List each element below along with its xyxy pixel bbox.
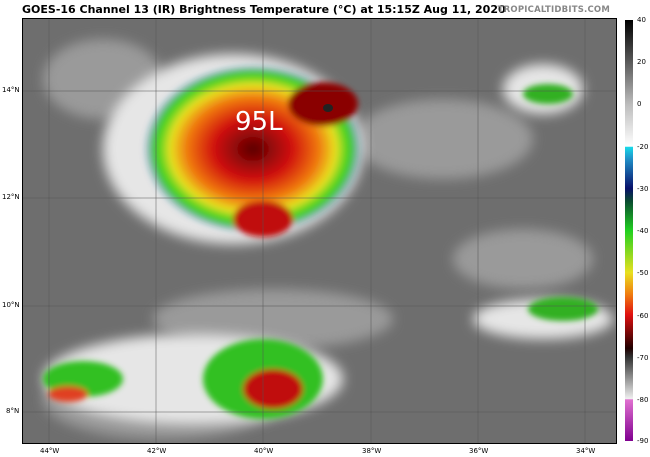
lon-label: 36°W: [469, 447, 489, 455]
storm-label: 95L: [235, 107, 283, 137]
lon-label: 34°W: [576, 447, 596, 455]
colorbar-tick: -70: [637, 354, 649, 362]
colorbar-tick: -20: [637, 143, 649, 151]
colorbar-tick: -60: [637, 312, 649, 320]
lon-label: 42°W: [147, 447, 167, 455]
graticule: [23, 19, 616, 443]
colorbar-tick: 0: [637, 100, 642, 108]
lon-label: 40°W: [254, 447, 274, 455]
colorbar-gradient: [625, 20, 633, 441]
colorbar-tick: -50: [637, 269, 649, 277]
colorbar-tick: -30: [637, 185, 649, 193]
lon-label: 44°W: [40, 447, 60, 455]
colorbar-tick: 40: [637, 16, 646, 24]
satellite-image: 95L: [22, 18, 617, 444]
lat-label: 14°N: [2, 86, 20, 94]
site-credit: TROPICALTIDBITS.COM: [497, 5, 610, 15]
lon-label: 38°W: [362, 447, 382, 455]
lat-label: 12°N: [2, 193, 20, 201]
colorbar-tick: -40: [637, 227, 649, 235]
lat-label: 10°N: [2, 301, 20, 309]
lat-label: 8°N: [6, 407, 20, 415]
colorbar-tick: 20: [637, 58, 646, 66]
colorbar-tick: -80: [637, 396, 649, 404]
ir-imagery: [23, 19, 616, 443]
colorbar: [625, 20, 633, 441]
map-title: GOES-16 Channel 13 (IR) Brightness Tempe…: [22, 3, 506, 16]
colorbar-tick: -90: [637, 437, 649, 445]
